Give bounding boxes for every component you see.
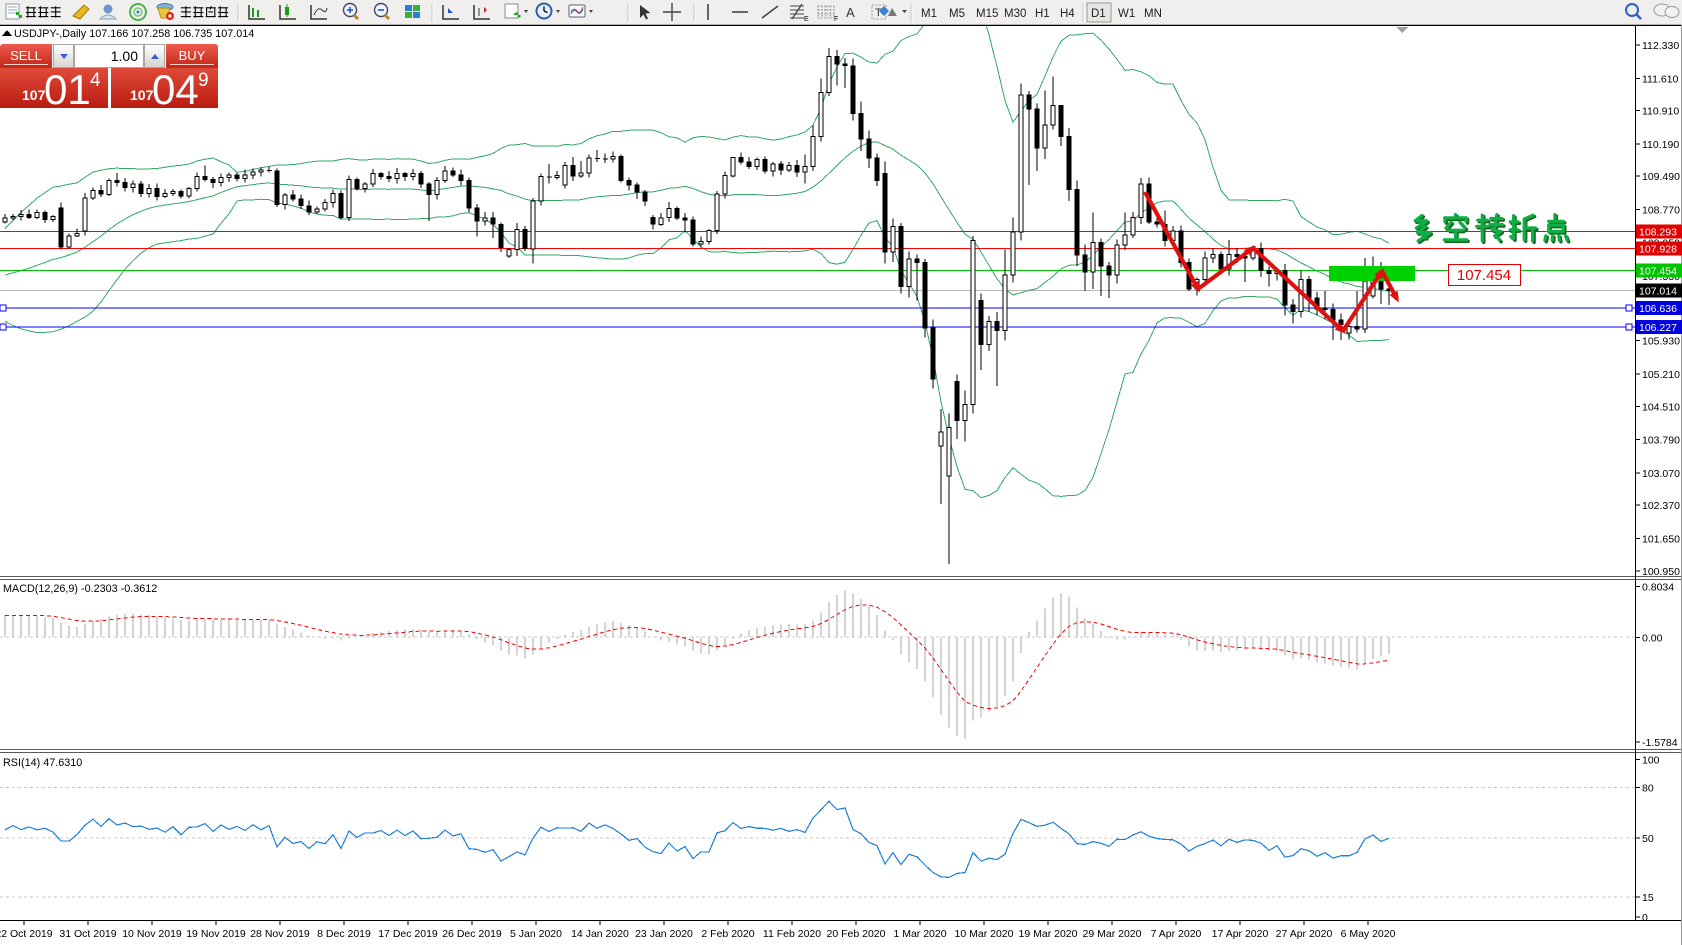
svg-text:0.8034: 0.8034 xyxy=(1642,582,1674,594)
svg-text:A: A xyxy=(846,5,855,20)
svg-text:105.210: 105.210 xyxy=(1642,369,1680,381)
svg-text:110.910: 110.910 xyxy=(1642,106,1679,118)
svg-text:MN: MN xyxy=(1144,8,1162,20)
svg-text:19 Mar 2020: 19 Mar 2020 xyxy=(1019,928,1078,940)
svg-text:107.454: 107.454 xyxy=(1457,267,1511,284)
svg-text:31 Oct 2019: 31 Oct 2019 xyxy=(59,928,116,940)
svg-text:29 Mar 2020: 29 Mar 2020 xyxy=(1083,928,1142,940)
svg-text:14 Jan 2020: 14 Jan 2020 xyxy=(571,928,629,940)
svg-text:20 Feb 2020: 20 Feb 2020 xyxy=(827,928,886,940)
svg-text:108.293: 108.293 xyxy=(1639,227,1677,239)
svg-text:106.636: 106.636 xyxy=(1639,303,1677,315)
svg-text:27 Apr 2020: 27 Apr 2020 xyxy=(1276,928,1333,940)
svg-text:H1: H1 xyxy=(1035,8,1050,20)
svg-text:103.070: 103.070 xyxy=(1642,468,1680,480)
svg-text:USDJPY-,Daily 107.166 107.258: USDJPY-,Daily 107.166 107.258 106.735 10… xyxy=(14,28,254,40)
svg-text:8 Dec 2019: 8 Dec 2019 xyxy=(317,928,371,940)
svg-text:102.370: 102.370 xyxy=(1642,500,1680,512)
svg-text:28 Nov 2019: 28 Nov 2019 xyxy=(250,928,310,940)
svg-text:F: F xyxy=(834,16,838,23)
svg-text:6 May 2020: 6 May 2020 xyxy=(1341,928,1396,940)
svg-text:107.928: 107.928 xyxy=(1639,243,1677,255)
svg-text:0: 0 xyxy=(1642,912,1648,924)
svg-text:D1: D1 xyxy=(1091,8,1106,20)
svg-text:M15: M15 xyxy=(976,8,998,20)
svg-text:T: T xyxy=(875,7,882,19)
svg-text:105.930: 105.930 xyxy=(1642,336,1680,348)
svg-text:110.190: 110.190 xyxy=(1642,139,1679,151)
svg-text:15: 15 xyxy=(1642,892,1654,904)
svg-text:108.770: 108.770 xyxy=(1642,205,1680,217)
svg-text:1 Mar 2020: 1 Mar 2020 xyxy=(893,928,946,940)
svg-text:100.950: 100.950 xyxy=(1642,566,1680,578)
svg-text:107.014: 107.014 xyxy=(1639,286,1677,298)
svg-text:M30: M30 xyxy=(1004,8,1026,20)
svg-text:50: 50 xyxy=(1642,833,1654,845)
svg-text:5 Jan 2020: 5 Jan 2020 xyxy=(510,928,562,940)
svg-text:7 Apr 2020: 7 Apr 2020 xyxy=(1151,928,1202,940)
svg-text:100: 100 xyxy=(1642,754,1660,766)
svg-text:RSI(14) 47.6310: RSI(14) 47.6310 xyxy=(3,757,82,769)
svg-text:E: E xyxy=(804,16,809,23)
svg-text:2 Feb 2020: 2 Feb 2020 xyxy=(701,928,754,940)
svg-text:104.510: 104.510 xyxy=(1642,401,1680,413)
svg-text:101.650: 101.650 xyxy=(1642,533,1680,545)
svg-text:10 Nov 2019: 10 Nov 2019 xyxy=(122,928,182,940)
svg-text:112.330: 112.330 xyxy=(1642,40,1679,52)
svg-text:17 Apr 2020: 17 Apr 2020 xyxy=(1212,928,1269,940)
svg-text:19 Nov 2019: 19 Nov 2019 xyxy=(186,928,246,940)
svg-text:26 Dec 2019: 26 Dec 2019 xyxy=(442,928,502,940)
svg-text:11 Feb 2020: 11 Feb 2020 xyxy=(763,928,821,940)
svg-text:17 Dec 2019: 17 Dec 2019 xyxy=(378,928,438,940)
svg-text:H4: H4 xyxy=(1060,8,1075,20)
svg-text:-1.5784: -1.5784 xyxy=(1642,737,1678,749)
svg-text:106.227: 106.227 xyxy=(1639,322,1677,334)
svg-text:109.490: 109.490 xyxy=(1642,171,1680,183)
svg-text:M1: M1 xyxy=(921,8,937,20)
svg-text:M5: M5 xyxy=(949,8,965,20)
svg-text:103.790: 103.790 xyxy=(1642,435,1680,447)
svg-text:23 Jan 2020: 23 Jan 2020 xyxy=(635,928,693,940)
svg-text:107.454: 107.454 xyxy=(1639,265,1677,277)
svg-text:22 Oct 2019: 22 Oct 2019 xyxy=(0,928,53,940)
svg-text:0.00: 0.00 xyxy=(1642,632,1663,644)
svg-text:10 Mar 2020: 10 Mar 2020 xyxy=(955,928,1014,940)
svg-text:111.610: 111.610 xyxy=(1642,73,1679,85)
svg-text:80: 80 xyxy=(1642,782,1654,794)
svg-text:W1: W1 xyxy=(1118,8,1135,20)
svg-text:MACD(12,26,9) -0.2303 -0.3612: MACD(12,26,9) -0.2303 -0.3612 xyxy=(3,583,157,595)
